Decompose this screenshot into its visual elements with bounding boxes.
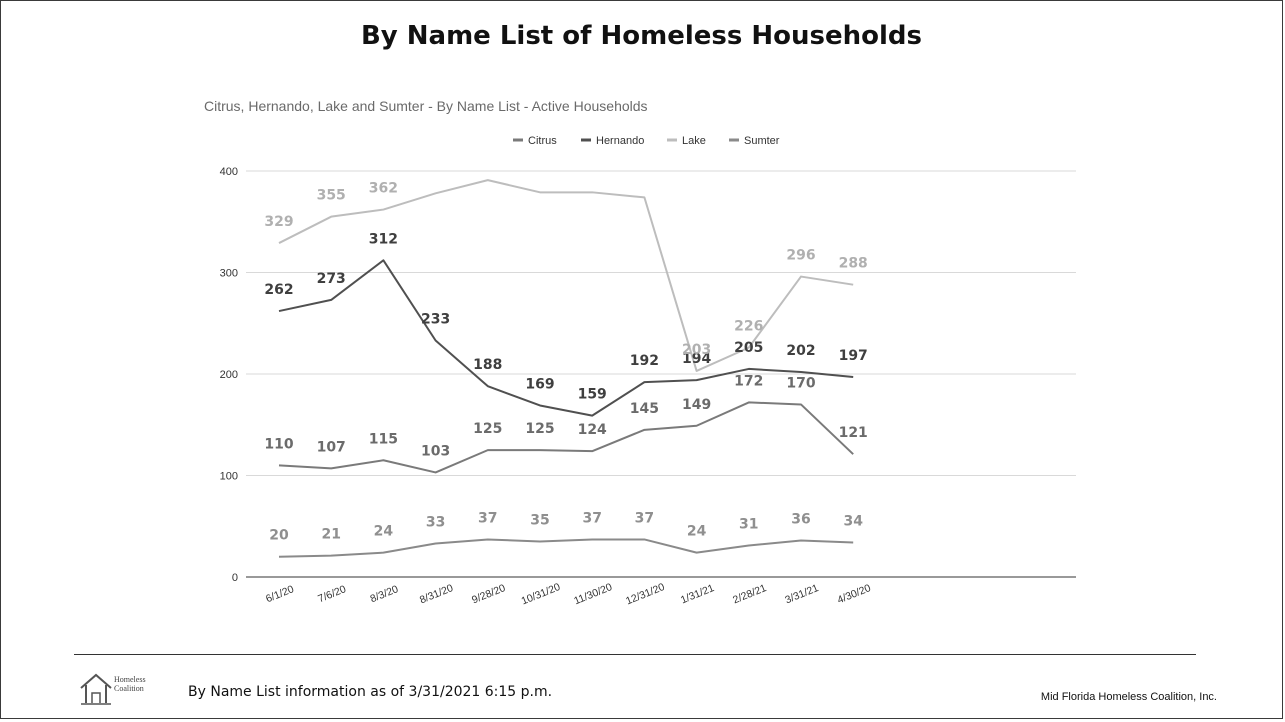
- y-tick-label: 200: [220, 369, 238, 381]
- data-label-lake: 329: [264, 214, 293, 230]
- data-label-citrus: 103: [421, 443, 450, 459]
- data-label-sumter: 36: [791, 511, 810, 527]
- series-line-citrus: [278, 401, 854, 474]
- footer-divider: [74, 654, 1196, 655]
- legend-label: Sumter: [744, 135, 780, 147]
- x-tick-label: 8/31/20: [418, 582, 455, 606]
- y-tick-label: 0: [232, 572, 238, 584]
- logo-line-2: Coalition: [114, 684, 144, 693]
- data-label-hernando: 233: [421, 312, 450, 328]
- data-label-citrus: 121: [839, 425, 868, 441]
- y-tick-label: 100: [220, 471, 238, 483]
- data-label-sumter: 37: [635, 510, 654, 526]
- data-label-sumter: 20: [269, 528, 289, 544]
- data-label-hernando: 205: [734, 340, 763, 356]
- chart-legend: Citrus Hernando Lake Sumter: [513, 135, 780, 147]
- x-tick-label: 11/30/20: [572, 581, 614, 607]
- data-label-hernando: 202: [786, 343, 815, 359]
- data-label-citrus: 149: [682, 397, 711, 413]
- data-label-sumter: 37: [582, 510, 601, 526]
- x-tick-label: 3/31/21: [783, 582, 820, 606]
- data-label-hernando: 194: [682, 351, 711, 367]
- data-label-hernando: 159: [578, 387, 607, 403]
- x-tick-label: 4/30/20: [836, 582, 873, 606]
- x-tick-label: 6/1/20: [264, 583, 296, 605]
- x-tick-label: 8/3/20: [368, 583, 400, 605]
- data-label-lake: 296: [786, 248, 815, 264]
- coalition-logo-icon: [80, 673, 112, 705]
- x-tick-label: 7/6/20: [316, 583, 348, 605]
- y-tick-label: 300: [220, 268, 238, 280]
- chart-title: Citrus, Hernando, Lake and Sumter - By N…: [204, 98, 648, 114]
- x-tick-label: 1/31/21: [679, 582, 716, 606]
- data-label-hernando: 197: [839, 348, 868, 364]
- x-tick-label: 10/31/20: [520, 581, 563, 607]
- logo-text: Homeless Coalition: [114, 675, 146, 693]
- data-label-lake: 203: [682, 342, 711, 358]
- data-label-citrus: 125: [473, 421, 502, 437]
- data-label-sumter: 21: [321, 527, 340, 543]
- data-label-sumter: 31: [739, 517, 758, 533]
- logo-line-1: Homeless: [114, 675, 146, 684]
- data-label-sumter: 35: [530, 512, 549, 528]
- chart-series-lines: [278, 179, 854, 558]
- data-label-citrus: 125: [525, 421, 554, 437]
- data-label-hernando: 192: [630, 353, 659, 369]
- data-label-citrus: 107: [317, 439, 346, 455]
- data-label-lake: 288: [839, 256, 868, 272]
- slide-title: By Name List of Homeless Households: [360, 21, 923, 51]
- series-line-hernando: [278, 259, 854, 417]
- x-axis-ticks: 6/1/20 7/6/20 8/3/20 8/31/20 9/28/20 10/31/20…: [264, 581, 873, 607]
- y-axis-ticks: 0 100 200 300 400: [220, 166, 238, 584]
- footer-note: By Name List information as of 3/31/2021…: [188, 684, 553, 700]
- legend-label: Hernando: [596, 135, 644, 147]
- data-label-lake: 226: [734, 319, 763, 335]
- series-line-lake: [278, 179, 854, 372]
- footer-organization: Mid Florida Homeless Coalition, Inc.: [1040, 691, 1217, 703]
- legend-label: Citrus: [528, 135, 557, 147]
- data-label-hernando: 169: [525, 376, 554, 392]
- legend-label: Lake: [682, 135, 706, 147]
- data-label-citrus: 172: [734, 373, 763, 389]
- series-line-sumter: [278, 538, 854, 558]
- data-label-sumter: 24: [374, 524, 394, 540]
- data-label-hernando: 262: [264, 282, 293, 298]
- data-label-hernando: 273: [317, 271, 346, 287]
- data-label-lake: 355: [317, 188, 346, 204]
- data-label-citrus: 124: [578, 422, 607, 438]
- x-tick-label: 12/31/20: [624, 581, 667, 607]
- data-label-hernando: 312: [369, 231, 398, 247]
- data-label-citrus: 145: [630, 401, 659, 417]
- y-tick-label: 400: [220, 166, 238, 178]
- data-label-sumter: 34: [843, 513, 863, 529]
- data-label-lake: 362: [369, 181, 398, 197]
- chart-grid: [246, 170, 1076, 578]
- data-label-sumter: 37: [478, 510, 497, 526]
- data-label-sumter: 24: [687, 524, 707, 540]
- chart-data-labels: 110 107 115 103 125 125 124 145 149 172 170 121 262 2…: [264, 181, 867, 544]
- data-label-citrus: 170: [786, 375, 815, 391]
- x-tick-label: 2/28/21: [731, 582, 768, 606]
- data-label-sumter: 33: [426, 515, 445, 531]
- data-label-citrus: 110: [264, 436, 293, 452]
- data-label-hernando: 188: [473, 357, 502, 373]
- x-tick-label: 9/28/20: [470, 582, 507, 606]
- data-label-citrus: 115: [369, 431, 398, 447]
